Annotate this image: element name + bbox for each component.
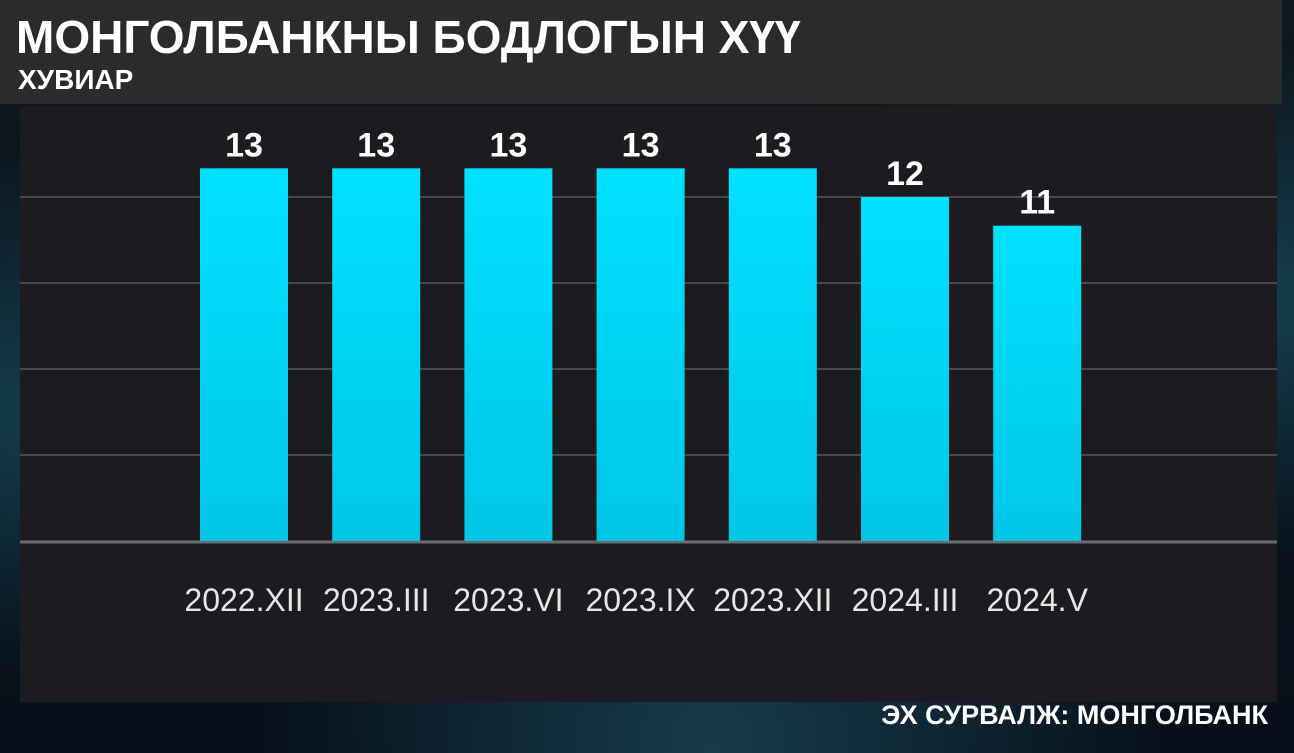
data-labels: 13 13 13 13 13 12 11 [225, 126, 1055, 221]
data-label: 13 [225, 126, 263, 164]
bar-2023.XII [728, 168, 817, 542]
data-label: 13 [622, 126, 660, 164]
bar-2023.VI [464, 168, 553, 542]
data-label: 11 [1019, 184, 1055, 222]
x-tick-label: 2024.V [986, 582, 1088, 618]
data-label: 13 [489, 126, 527, 164]
x-tick-label: 2023.XII [713, 582, 832, 618]
data-label: 12 [886, 155, 924, 193]
bar-2023.IX [596, 168, 685, 542]
bars [200, 168, 1082, 542]
x-tick-label: 2022.XII [184, 582, 303, 618]
bar-2022.XII [200, 168, 288, 542]
chart-title: МОНГОЛБАНКНЫ БОДЛОГЫН ХҮҮ [16, 11, 801, 63]
x-tick-label: 2023.VI [453, 582, 563, 618]
data-label: 13 [754, 126, 792, 164]
bar-2023.III [332, 168, 421, 542]
source-note: ЭХ СУРВАЛЖ: МОНГОЛБАНК [881, 700, 1268, 730]
x-tick-label: 2023.IX [585, 582, 695, 618]
chart-subtitle: ХУВИАР [18, 64, 134, 95]
header-bar: МОНГОЛБАНКНЫ БОДЛОГЫН ХҮҮ ХУВИАР [0, 0, 1282, 104]
x-tick-labels: 2022.XII 2023.III 2023.VI 2023.IX 2023.XII 20… [184, 582, 1088, 618]
x-tick-label: 2024.III [852, 582, 959, 618]
bar-2024.III [861, 197, 949, 541]
bar-2024.V [993, 225, 1082, 541]
data-label: 13 [357, 126, 395, 164]
x-tick-label: 2023.III [323, 582, 430, 618]
